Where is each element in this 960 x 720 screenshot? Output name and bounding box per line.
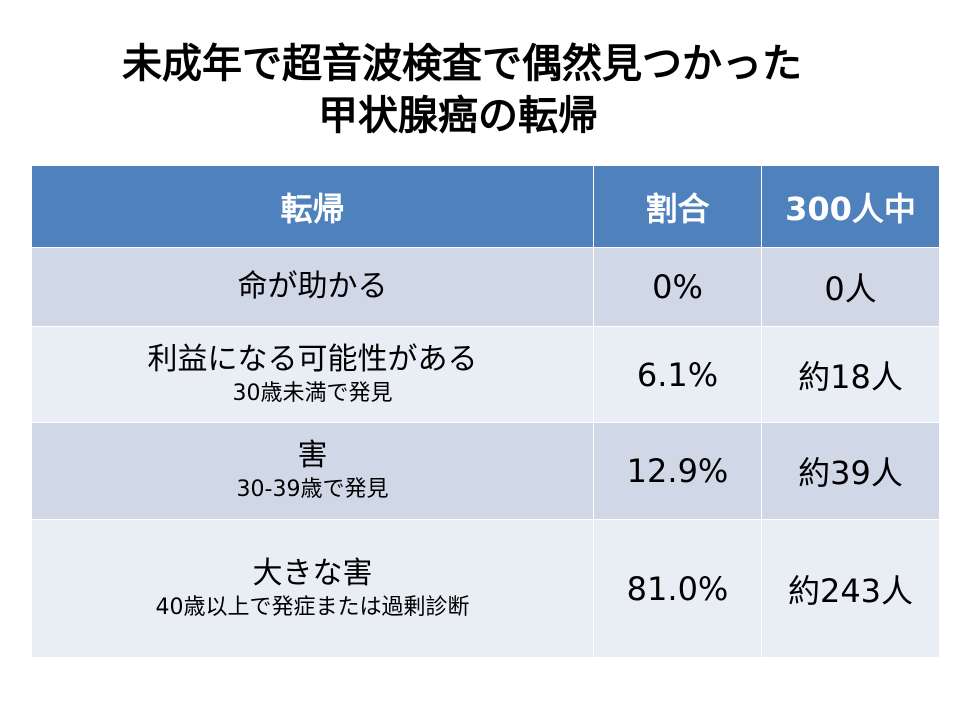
ratio-cell: 12.9%	[593, 422, 762, 520]
ratio-cell: 6.1%	[593, 326, 762, 423]
slide-title: 未成年で超音波検査で偶然見つかった 甲状腺癌の転帰	[0, 38, 960, 142]
outcome-cell: 大きな害 40歳以上で発症または過剰診断	[31, 519, 594, 658]
count-cell: 約18人	[761, 326, 940, 423]
header-ratio: 割合	[593, 165, 762, 248]
slide-title-line-1: 未成年で超音波検査で偶然見つかった	[122, 41, 802, 87]
table-row: 害 30-39歳で発見 12.9% 約39人	[31, 422, 940, 520]
table-row: 利益になる可能性がある 30歳未満で発見 6.1% 約18人	[31, 326, 940, 423]
count-cell: 約39人	[761, 422, 940, 520]
ratio-cell: 81.0%	[593, 519, 762, 658]
table-row: 命が助かる 0% 0人	[31, 247, 940, 327]
table-row: 大きな害 40歳以上で発症または過剰診断 81.0% 約243人	[31, 519, 940, 658]
outcome-label: 害	[297, 438, 328, 473]
outcome-cell: 利益になる可能性がある 30歳未満で発見	[31, 326, 594, 423]
outcome-label: 利益になる可能性がある	[147, 341, 478, 377]
header-count: 300人中	[761, 165, 940, 248]
outcome-note: 40歳以上で発症または過剰診断	[155, 594, 470, 620]
count-cell: 0人	[761, 247, 940, 327]
outcome-label: 命が助かる	[237, 269, 388, 304]
outcome-label: 大きな害	[252, 555, 373, 591]
slide-title-line-2: 甲状腺癌の転帰	[318, 93, 598, 139]
outcome-note: 30-39歳で発見	[236, 477, 389, 502]
outcome-cell: 害 30-39歳で発見	[31, 422, 594, 520]
header-outcome: 転帰	[31, 165, 594, 248]
outcomes-table: 転帰 割合 300人中 命が助かる 0% 0人 利益になる可能性がある 30歳未…	[31, 165, 940, 658]
ratio-cell: 0%	[593, 247, 762, 327]
table-header-row: 転帰 割合 300人中	[31, 165, 940, 248]
count-cell: 約243人	[761, 519, 940, 658]
outcome-note: 30歳未満で発見	[232, 380, 393, 406]
outcome-cell: 命が助かる	[31, 247, 594, 327]
